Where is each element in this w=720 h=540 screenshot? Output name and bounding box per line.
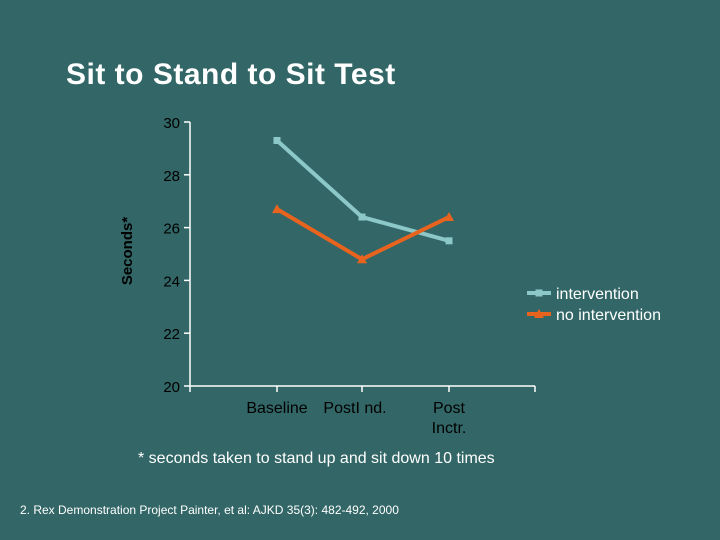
data-point	[272, 204, 282, 214]
y-tick-labels: 20 22 24 26 28 30 Seconds*	[119, 115, 180, 396]
y-tick-label: 30	[163, 115, 180, 132]
data-point	[444, 212, 454, 222]
y-tick-label: 22	[163, 326, 180, 343]
data-point	[357, 254, 367, 264]
slide-title: Sit to Stand to Sit Test	[66, 58, 396, 91]
legend-marker	[534, 309, 544, 318]
footnote: * seconds taken to stand up and sit down…	[138, 450, 495, 467]
x-tick-label: Baseline	[246, 400, 307, 417]
data-point	[273, 136, 281, 144]
chart-axes	[184, 121, 536, 392]
legend-label: intervention	[556, 286, 639, 303]
y-axis-label: Seconds*	[119, 217, 136, 286]
data-point	[445, 237, 453, 245]
x-tick-label: PostI nd.	[323, 400, 386, 417]
citation: 2. Rex Demonstration Project Painter, et…	[20, 503, 399, 517]
legend-marker	[535, 289, 543, 297]
series-lines	[272, 136, 454, 264]
y-tick-label: 20	[163, 379, 180, 396]
x-tick-labels: Baseline PostI nd. Post Inctr.	[246, 400, 466, 437]
y-tick-label: 28	[163, 168, 180, 185]
chart-legend: intervention no intervention	[527, 286, 661, 324]
x-tick-label: Post	[433, 400, 466, 417]
data-point	[358, 213, 366, 221]
y-tick-label: 26	[163, 221, 180, 238]
legend-label: no intervention	[556, 307, 661, 324]
x-tick-label: Inctr.	[432, 420, 467, 437]
y-tick-label: 24	[163, 273, 180, 290]
